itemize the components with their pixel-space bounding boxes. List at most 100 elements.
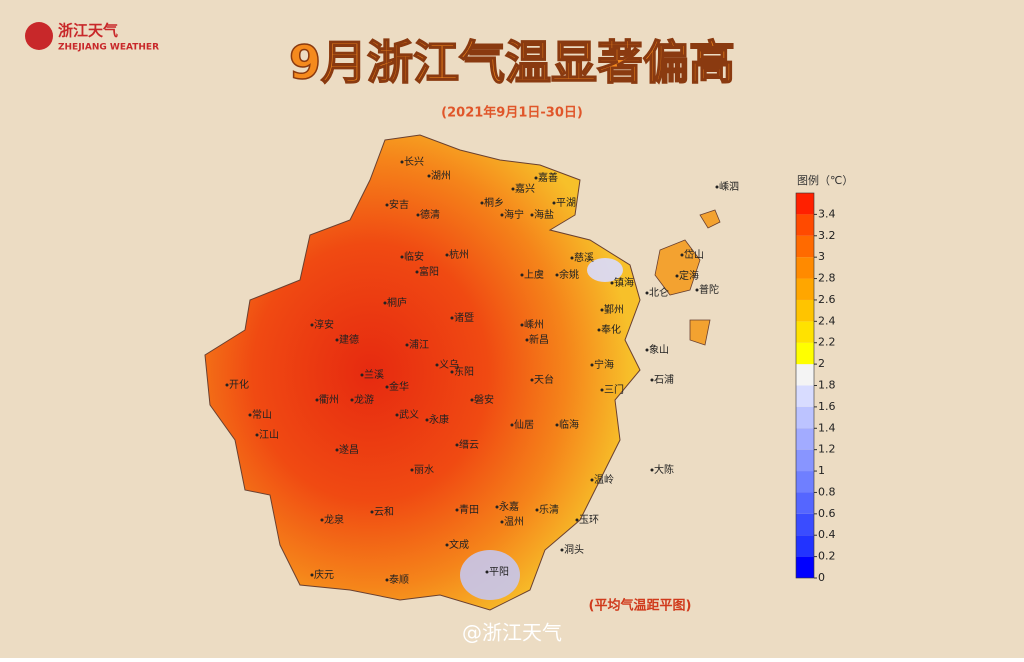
title: 9月浙江气温显著偏高 [289,36,735,90]
legend-tick-label: 2.8 [818,272,836,285]
city-label: 开化 [229,378,249,391]
legend-swatch [796,471,814,493]
legend-swatch [796,556,814,578]
watermark: @浙江天气 [462,621,562,645]
legend-swatch [796,278,814,300]
city-dot [480,201,484,205]
legend-swatch [796,235,814,258]
caption: (平均气温距平图) [589,598,692,614]
city-dot [470,398,474,402]
city-dot [590,478,594,482]
city-label: 宁海 [594,358,614,371]
city-label: 临安 [404,250,424,263]
city-dot [534,176,538,180]
legend-swatch [796,535,814,557]
city-dot [520,323,524,327]
city-label: 桐乡 [484,196,504,209]
city-label: 海盐 [534,208,554,221]
legend-tick-label: 1.2 [818,443,836,456]
city-dot [610,281,614,285]
city-label: 奉化 [601,323,621,336]
city-dot [360,373,364,377]
city-label: 平阳 [489,566,509,578]
legend-tick-label: 0.2 [818,550,836,563]
city-label: 慈溪 [574,251,594,264]
cool-area [587,258,623,282]
legend-swatch [796,428,814,450]
legend-title: 图例（℃） [797,173,853,187]
legend-tick-label: 2.4 [818,314,836,327]
city-dot [255,433,259,437]
city-dot [590,363,594,367]
logo-subname: ZHEJIANG WEATHER [58,43,159,53]
city-dot [410,468,414,472]
legend-swatch [796,364,814,386]
legend-tick-label: 0.4 [818,528,836,541]
city-label: 北仑 [649,286,669,299]
city-dot [415,270,419,274]
city-dot [500,213,504,217]
legend-swatch [796,449,814,472]
cool-area [460,550,520,600]
city-dot [320,518,324,522]
city-dot [455,508,459,512]
city-label: 普陀 [699,283,719,296]
legend-tick-label: 2 [818,357,825,370]
city-label: 临海 [559,418,579,431]
legend-swatch [796,385,814,407]
legend-swatch [796,342,814,365]
logo-icon [25,22,53,50]
city-dot [530,213,534,217]
city-dot [675,274,679,278]
city-dot [370,510,374,514]
logo-name: 浙江天气 [58,22,118,40]
city-label: 嵊州 [524,318,544,331]
city-label: 磐安 [474,393,494,406]
legend-tick-label: 0 [818,571,825,584]
city-label: 金华 [389,380,409,393]
city-label: 江山 [259,429,279,441]
city-dot [385,203,389,207]
city-label: 新昌 [529,333,549,346]
city-label: 定海 [679,269,699,282]
legend-swatch [796,321,814,343]
city-label: 德清 [420,208,440,221]
legend-swatch [796,299,814,322]
city-dot [575,518,579,522]
city-label: 龙游 [354,393,374,406]
city-label: 富阳 [419,265,439,278]
city-label: 平湖 [556,197,576,209]
city-dot [445,253,449,257]
city-dot [405,343,409,347]
city-label: 杭州 [449,248,469,261]
islands [654,209,721,346]
legend-tick-label: 1.8 [818,379,836,392]
city-dot [315,398,319,402]
legend: 0 0.2 0.4 0.6 0.8 1 1.2 1.4 1.6 1.8 2 2.2 2.4 2.6 2.8 3… [795,192,836,584]
city-dot [535,508,539,512]
legend-swatch [796,406,814,429]
city-dot [335,448,339,452]
city-dot [427,174,431,178]
city-dot [600,388,604,392]
city-label: 缙云 [459,438,479,451]
city-label: 三门 [604,383,624,396]
city-dot [560,548,564,552]
city-label: 淳安 [314,318,334,331]
city-dot [435,363,439,367]
city-dot [450,316,454,320]
city-label: 青田 [459,503,479,516]
city-label: 嘉善 [538,171,558,184]
city-dot [510,423,514,427]
city-label: 余姚 [559,268,579,281]
city-label: 象山 [649,344,669,356]
city-label: 天台 [534,373,554,386]
legend-swatch [796,513,814,536]
city-label: 诸暨 [454,312,474,324]
city-dot [310,323,314,327]
city-dot [310,573,314,577]
city-dot [680,253,684,257]
city-dot [385,578,389,582]
city-dot [650,378,654,382]
city-label: 温州 [504,516,524,528]
